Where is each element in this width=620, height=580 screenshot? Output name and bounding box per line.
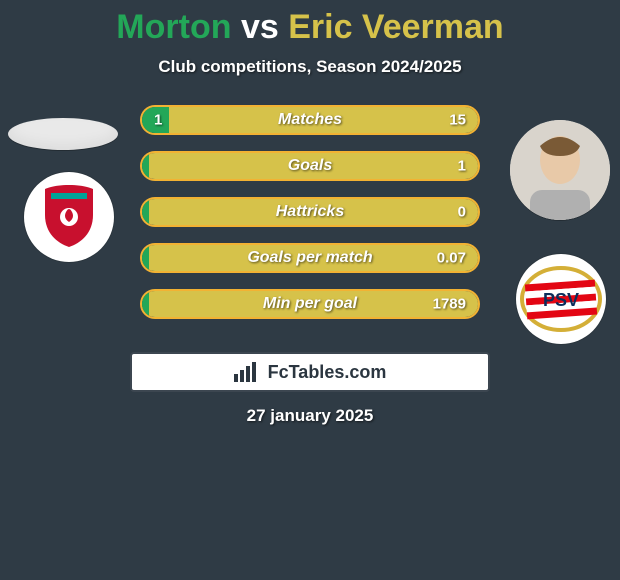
stat-label: Hattricks: [142, 203, 478, 221]
stat-row: Goals per match0.07: [140, 243, 480, 273]
player1-avatar: [8, 118, 118, 150]
title: Morton vs Eric Veerman: [0, 8, 620, 47]
psv-crest-icon: PSV: [520, 258, 602, 340]
value-player2: 0.07: [437, 250, 466, 267]
value-player2: 1789: [433, 296, 466, 313]
player1-club-crest: [24, 172, 114, 262]
bars-icon: [234, 362, 260, 382]
person-icon: [510, 120, 610, 220]
value-player2: 15: [449, 112, 466, 129]
svg-text:PSV: PSV: [543, 290, 579, 310]
stat-label: Matches: [142, 111, 478, 129]
stat-row: Hattricks0: [140, 197, 480, 227]
stat-label: Goals: [142, 157, 478, 175]
player2-club-crest: PSV: [516, 254, 606, 344]
stat-label: Goals per match: [142, 249, 478, 267]
stat-row: 1Matches15: [140, 105, 480, 135]
player2-avatar: [510, 120, 610, 220]
title-player1: Morton: [116, 8, 231, 46]
stat-row: Goals1: [140, 151, 480, 181]
title-vs: vs: [241, 8, 279, 46]
shield-icon: [33, 181, 105, 253]
comparison-card: Morton vs Eric Veerman Club competitions…: [0, 0, 620, 580]
value-player2: 1: [458, 158, 466, 175]
subtitle: Club competitions, Season 2024/2025: [0, 57, 620, 77]
stats-chart: 1Matches15Goals1Hattricks0Goals per matc…: [140, 105, 480, 319]
title-player2: Eric Veerman: [288, 8, 503, 46]
brand-text: FcTables.com: [268, 362, 387, 383]
value-player2: 0: [458, 204, 466, 221]
stat-label: Min per goal: [142, 295, 478, 313]
brand-badge[interactable]: FcTables.com: [130, 352, 490, 392]
date: 27 january 2025: [0, 406, 620, 426]
stat-row: Min per goal1789: [140, 289, 480, 319]
